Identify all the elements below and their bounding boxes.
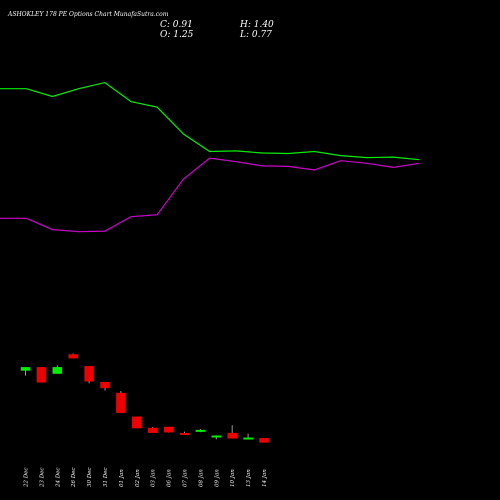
down-candle [84, 366, 94, 382]
down-candle [100, 382, 110, 389]
open-value: O: 1.25 [160, 30, 194, 40]
x-axis-labels: 22 Dec 23 Dec 24 Dec 26 Dec 30 Dec 31 Dec 01 J… [24, 468, 269, 489]
date-label: 31 Dec [103, 468, 109, 488]
down-candle [227, 432, 237, 439]
down-candle [116, 392, 126, 413]
magenta-indicator-line [0, 157, 420, 233]
green-indicator-line [0, 81, 420, 161]
date-label: 23 Dec [39, 468, 45, 489]
down-candle [179, 432, 190, 435]
date-label: 22 Dec [24, 468, 30, 489]
date-label: 30 Dec [87, 468, 93, 488]
date-label: 10 Jan [230, 469, 236, 487]
date-label: 07 Jan [183, 469, 189, 487]
date-label: 13 Jan [246, 469, 252, 487]
date-label: 14 Jan [262, 469, 268, 487]
down-candle [259, 438, 269, 443]
date-label: 26 Dec [71, 468, 77, 489]
up-candle [211, 435, 222, 438]
high-value: H: 1.40 [239, 20, 274, 30]
down-candle [36, 367, 47, 383]
date-label: 24 Dec [55, 468, 61, 489]
chart-title: ASHOKLEY 178 PE Options Chart MunafaSutr… [7, 11, 169, 18]
up-candle [52, 367, 63, 374]
date-label: 01 Jan [119, 469, 125, 487]
low-value: L: 0.77 [239, 30, 272, 40]
up-candle [195, 429, 206, 432]
close-value: C: 0.91 [160, 20, 193, 30]
indicator-lines [0, 81, 420, 233]
down-candle [68, 354, 78, 359]
candlesticks [20, 353, 269, 443]
down-candle [132, 416, 142, 429]
date-label: 09 Jan [214, 469, 220, 487]
date-label: 03 Jan [151, 469, 157, 487]
down-candle [147, 427, 158, 433]
down-candle [163, 426, 174, 433]
date-label: 06 Jan [167, 469, 173, 487]
date-label: 02 Jan [135, 469, 141, 487]
up-candle [243, 437, 253, 440]
date-label: 08 Jan [198, 469, 204, 487]
up-candle [20, 367, 31, 371]
